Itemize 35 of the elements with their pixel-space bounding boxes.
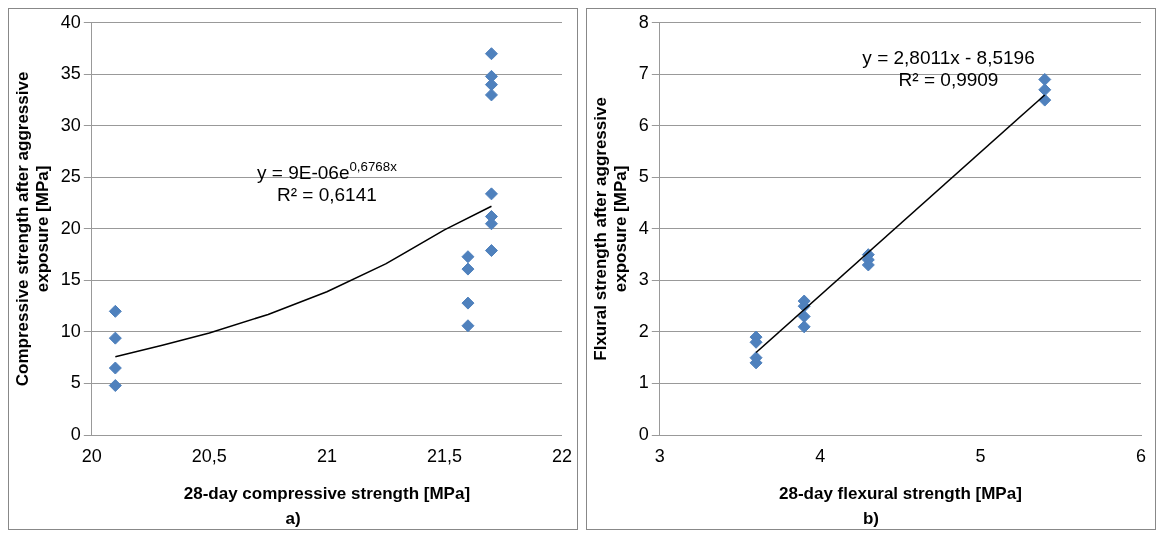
y-tick-label: 0 [70, 423, 81, 444]
x-tick-label: 6 [1135, 445, 1147, 466]
annotation: R² = 0,6141 [277, 183, 377, 205]
y-tick-label: 7 [638, 63, 649, 84]
y-tick-label: 10 [60, 320, 81, 341]
y-tick-label: 5 [638, 166, 649, 187]
y-tick-label: 3 [638, 269, 649, 290]
annotation: y = 2,8011x - 8,5196 [862, 46, 1035, 68]
y-tick-label: 20 [60, 217, 81, 238]
x-tick-label: 22 [551, 445, 572, 466]
y-tick-label: 2 [638, 320, 649, 341]
y-tick-label: 15 [60, 269, 81, 290]
y-tick-label: 4 [638, 217, 649, 238]
y-tick-label: 6 [638, 114, 649, 135]
x-axis-title: 28-day compressive strength [MPa] [183, 484, 471, 504]
x-axis-title: 28-day flexural strength [MPa] [779, 484, 1022, 504]
y-tick-label: 40 [60, 11, 81, 32]
y-tick-label: 35 [60, 63, 81, 84]
y-tick-label: 8 [638, 11, 649, 32]
y-tick-label: 0 [638, 423, 649, 444]
annotation: R² = 0,9909 [898, 68, 999, 90]
text: b) [861, 509, 880, 529]
text: a) [284, 509, 302, 529]
y-tick-label: 5 [70, 372, 81, 393]
x-tick-label: 21,5 [426, 445, 462, 466]
y-tick-label: 25 [60, 166, 81, 187]
x-tick-label: 20,5 [191, 445, 227, 466]
y-axis-title: Compressive strength after aggressive exposure [MPa] [12, 71, 53, 387]
x-tick-label: 5 [975, 445, 986, 466]
x-tick-label: 4 [815, 445, 826, 466]
y-tick-label: 1 [638, 372, 649, 393]
x-tick-label: 21 [316, 445, 337, 466]
y-axis-title: Flxural strength after aggressive exposure [MPa] [590, 97, 631, 361]
x-tick-label: 3 [654, 445, 665, 466]
y-tick-label: 30 [60, 114, 81, 135]
